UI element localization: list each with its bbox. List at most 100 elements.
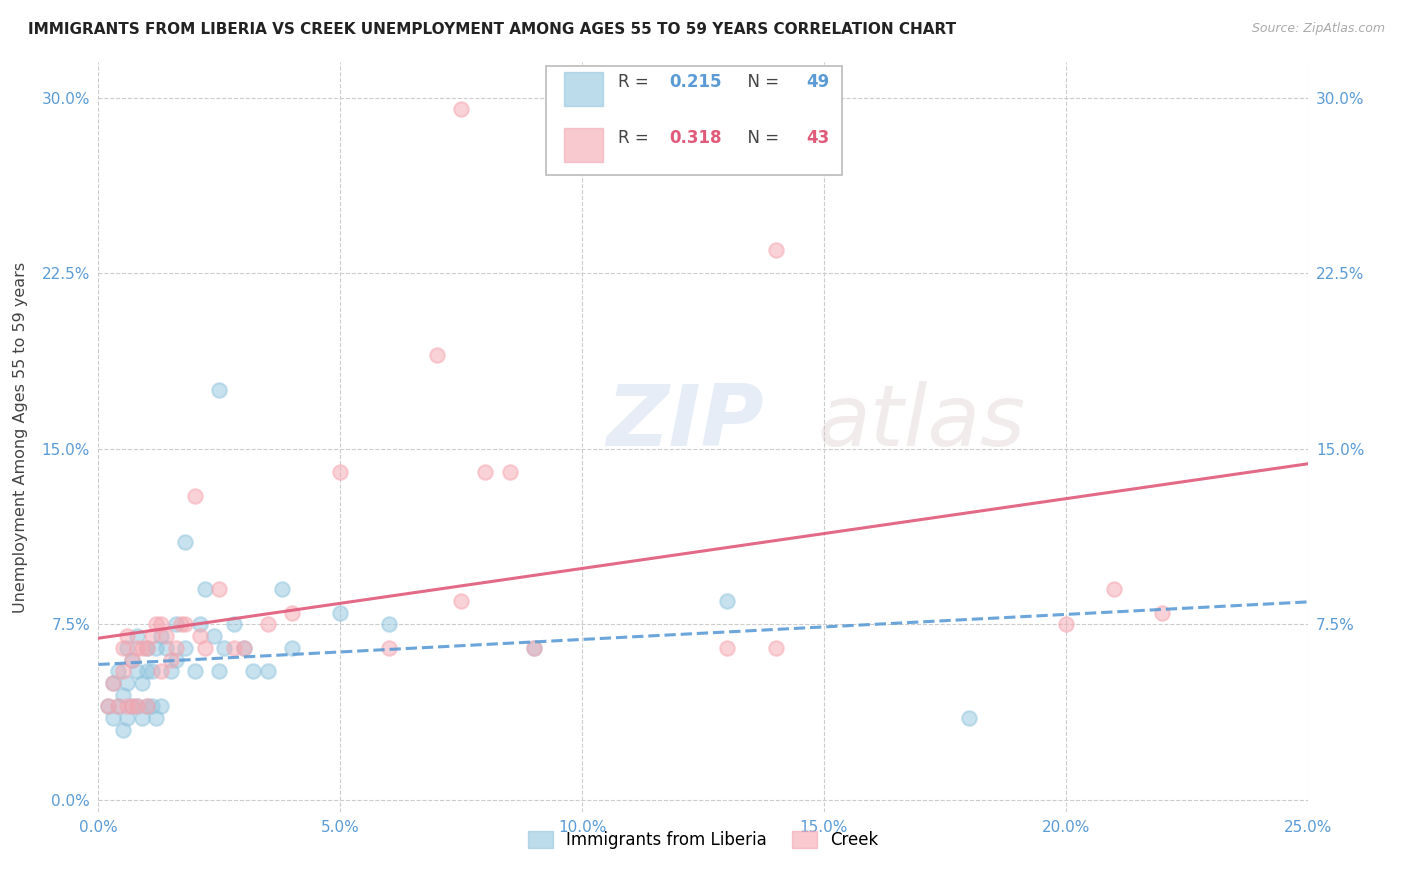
Point: [107, 699, 129, 714]
Point: [174, 640, 197, 655]
Point: [135, 699, 157, 714]
Point: [450, 102, 472, 116]
Point: [150, 629, 173, 643]
Point: [111, 723, 134, 737]
Point: [194, 582, 217, 597]
Point: [131, 676, 153, 690]
Point: [523, 640, 546, 655]
Point: [117, 711, 139, 725]
Text: ZIP: ZIP: [606, 381, 763, 464]
FancyBboxPatch shape: [546, 66, 842, 175]
Point: [450, 594, 472, 608]
Point: [135, 640, 157, 655]
Point: [101, 676, 124, 690]
Point: [127, 664, 149, 679]
Point: [232, 640, 254, 655]
Point: [1152, 606, 1174, 620]
Point: [121, 699, 143, 714]
Point: [101, 711, 124, 725]
Point: [232, 640, 254, 655]
Point: [208, 582, 231, 597]
Text: 0.215: 0.215: [669, 73, 721, 91]
Point: [1054, 617, 1077, 632]
Point: [765, 640, 787, 655]
Point: [377, 640, 399, 655]
Point: [165, 640, 187, 655]
Point: [377, 617, 399, 632]
Point: [184, 489, 207, 503]
Point: [271, 582, 294, 597]
Point: [188, 629, 211, 643]
Point: [222, 617, 245, 632]
Text: N =: N =: [737, 129, 785, 147]
Point: [165, 617, 187, 632]
Point: [117, 629, 139, 643]
Point: [117, 676, 139, 690]
Point: [117, 699, 139, 714]
Point: [165, 652, 187, 666]
Point: [188, 617, 211, 632]
Point: [155, 640, 177, 655]
Point: [101, 676, 124, 690]
Text: 0.318: 0.318: [669, 129, 721, 147]
Point: [135, 640, 157, 655]
Point: [135, 664, 157, 679]
Point: [281, 640, 304, 655]
Point: [765, 243, 787, 257]
Text: 49: 49: [806, 73, 830, 91]
FancyBboxPatch shape: [564, 128, 603, 162]
Point: [127, 699, 149, 714]
Text: IMMIGRANTS FROM LIBERIA VS CREEK UNEMPLOYMENT AMONG AGES 55 TO 59 YEARS CORRELAT: IMMIGRANTS FROM LIBERIA VS CREEK UNEMPLO…: [28, 22, 956, 37]
Point: [160, 664, 183, 679]
Point: [107, 699, 129, 714]
Point: [174, 617, 197, 632]
Point: [145, 640, 167, 655]
Point: [117, 640, 139, 655]
Point: [111, 640, 134, 655]
Point: [957, 711, 980, 725]
FancyBboxPatch shape: [564, 72, 603, 106]
Point: [242, 664, 264, 679]
Point: [1102, 582, 1125, 597]
Point: [150, 699, 173, 714]
Point: [426, 348, 449, 362]
Point: [141, 664, 163, 679]
Point: [97, 699, 120, 714]
Point: [107, 664, 129, 679]
Point: [329, 465, 352, 479]
Point: [150, 664, 173, 679]
Point: [256, 664, 278, 679]
Point: [212, 640, 235, 655]
Point: [204, 629, 226, 643]
Point: [523, 640, 546, 655]
Point: [131, 711, 153, 725]
Text: atlas: atlas: [818, 381, 1026, 464]
Point: [498, 465, 520, 479]
Point: [111, 688, 134, 702]
Point: [160, 652, 183, 666]
Point: [208, 384, 231, 398]
Point: [155, 629, 177, 643]
Point: [208, 664, 231, 679]
Point: [474, 465, 496, 479]
Point: [150, 617, 173, 632]
Point: [184, 664, 207, 679]
Point: [194, 640, 217, 655]
Point: [141, 699, 163, 714]
Point: [256, 617, 278, 632]
Point: [121, 699, 143, 714]
Point: [121, 652, 143, 666]
Text: N =: N =: [737, 73, 785, 91]
Point: [281, 606, 304, 620]
Point: [111, 664, 134, 679]
Point: [716, 594, 738, 608]
Y-axis label: Unemployment Among Ages 55 to 59 years: Unemployment Among Ages 55 to 59 years: [13, 261, 28, 613]
Point: [169, 617, 191, 632]
Point: [127, 629, 149, 643]
Point: [127, 640, 149, 655]
Point: [716, 640, 738, 655]
Legend: Immigrants from Liberia, Creek: Immigrants from Liberia, Creek: [522, 824, 884, 855]
Text: R =: R =: [619, 73, 654, 91]
Text: R =: R =: [619, 129, 654, 147]
Point: [145, 617, 167, 632]
